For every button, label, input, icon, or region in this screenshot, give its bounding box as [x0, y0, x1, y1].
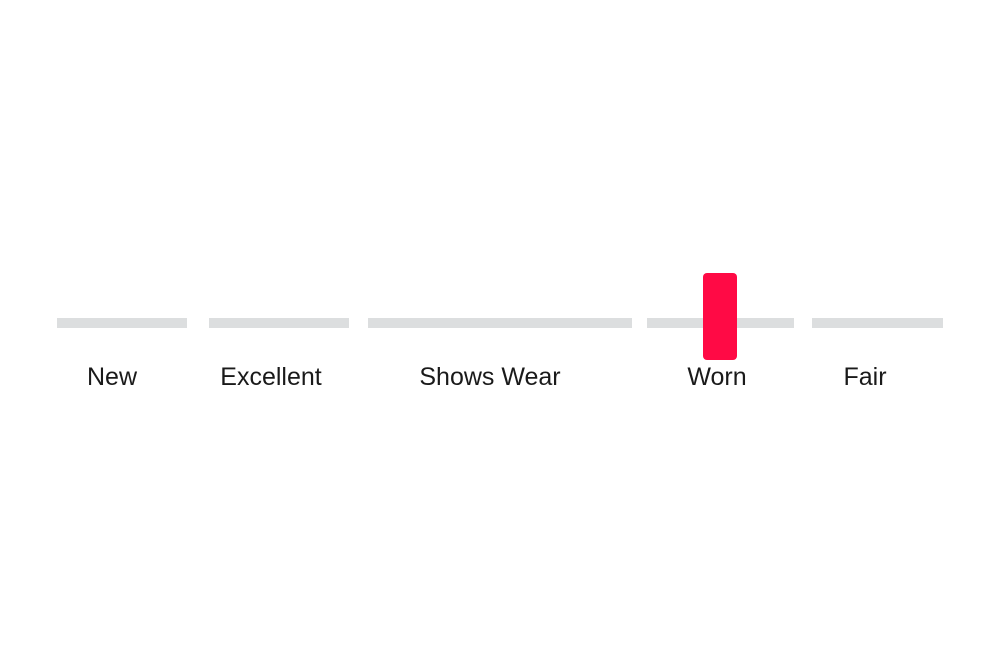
segment-excellent[interactable] — [209, 318, 349, 328]
label-excellent[interactable]: Excellent — [220, 363, 322, 391]
label-fair[interactable]: Fair — [843, 363, 887, 391]
label-shows-wear[interactable]: Shows Wear — [419, 363, 561, 391]
segment-fair[interactable] — [812, 318, 943, 328]
label-worn[interactable]: Worn — [687, 363, 747, 391]
segment-new[interactable] — [57, 318, 187, 328]
label-new[interactable]: New — [86, 363, 137, 391]
slider-thumb[interactable] — [703, 273, 737, 360]
segment-shows-wear[interactable] — [368, 318, 632, 328]
